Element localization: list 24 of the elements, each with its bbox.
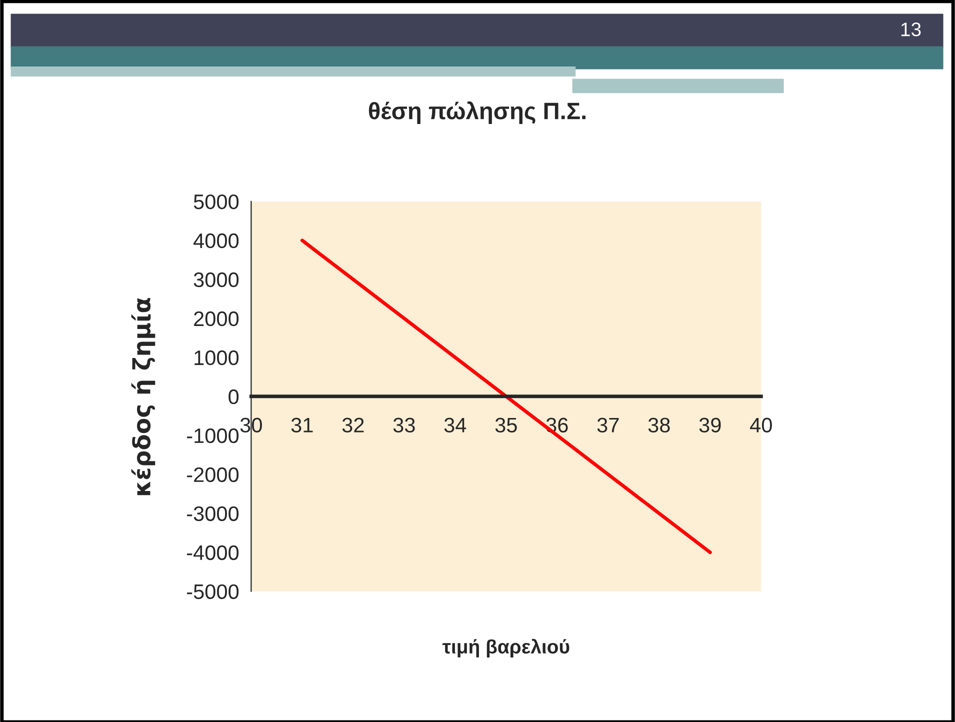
chart-title: θέση πώλησης Π.Σ.: [368, 101, 586, 124]
x-tick-label: 31: [291, 418, 313, 433]
y-tick-label: 4000: [193, 233, 239, 248]
text: 13: [901, 22, 921, 36]
y-tick-label: 5000: [194, 194, 239, 210]
y-tick-label: -2000: [187, 467, 239, 482]
x-tick-label: 37: [597, 418, 619, 433]
x-axis-title: τιμή βαρελιού: [442, 638, 570, 658]
x-tick-label: 34: [444, 418, 466, 433]
x-tick-label: 38: [648, 418, 670, 433]
y-tick-label: -1000: [187, 428, 239, 444]
x-tick-label: 33: [393, 418, 415, 433]
x-tick-label: 35: [495, 418, 517, 433]
y-tick-label: 3000: [194, 272, 239, 288]
y-tick-label: 0: [228, 389, 239, 404]
y-tick-label: -5000: [187, 584, 239, 600]
y-tick-label: 1000: [194, 350, 239, 366]
x-tick-label: 32: [342, 418, 364, 433]
y-tick-label: -4000: [187, 545, 239, 560]
x-tick-label: 39: [699, 418, 721, 433]
y-axis-title: κέρδος ή ζημία: [131, 298, 156, 496]
y-tick-label: 2000: [194, 311, 239, 326]
x-tick-label: 40: [750, 418, 772, 433]
y-tick-label: -3000: [187, 506, 239, 522]
